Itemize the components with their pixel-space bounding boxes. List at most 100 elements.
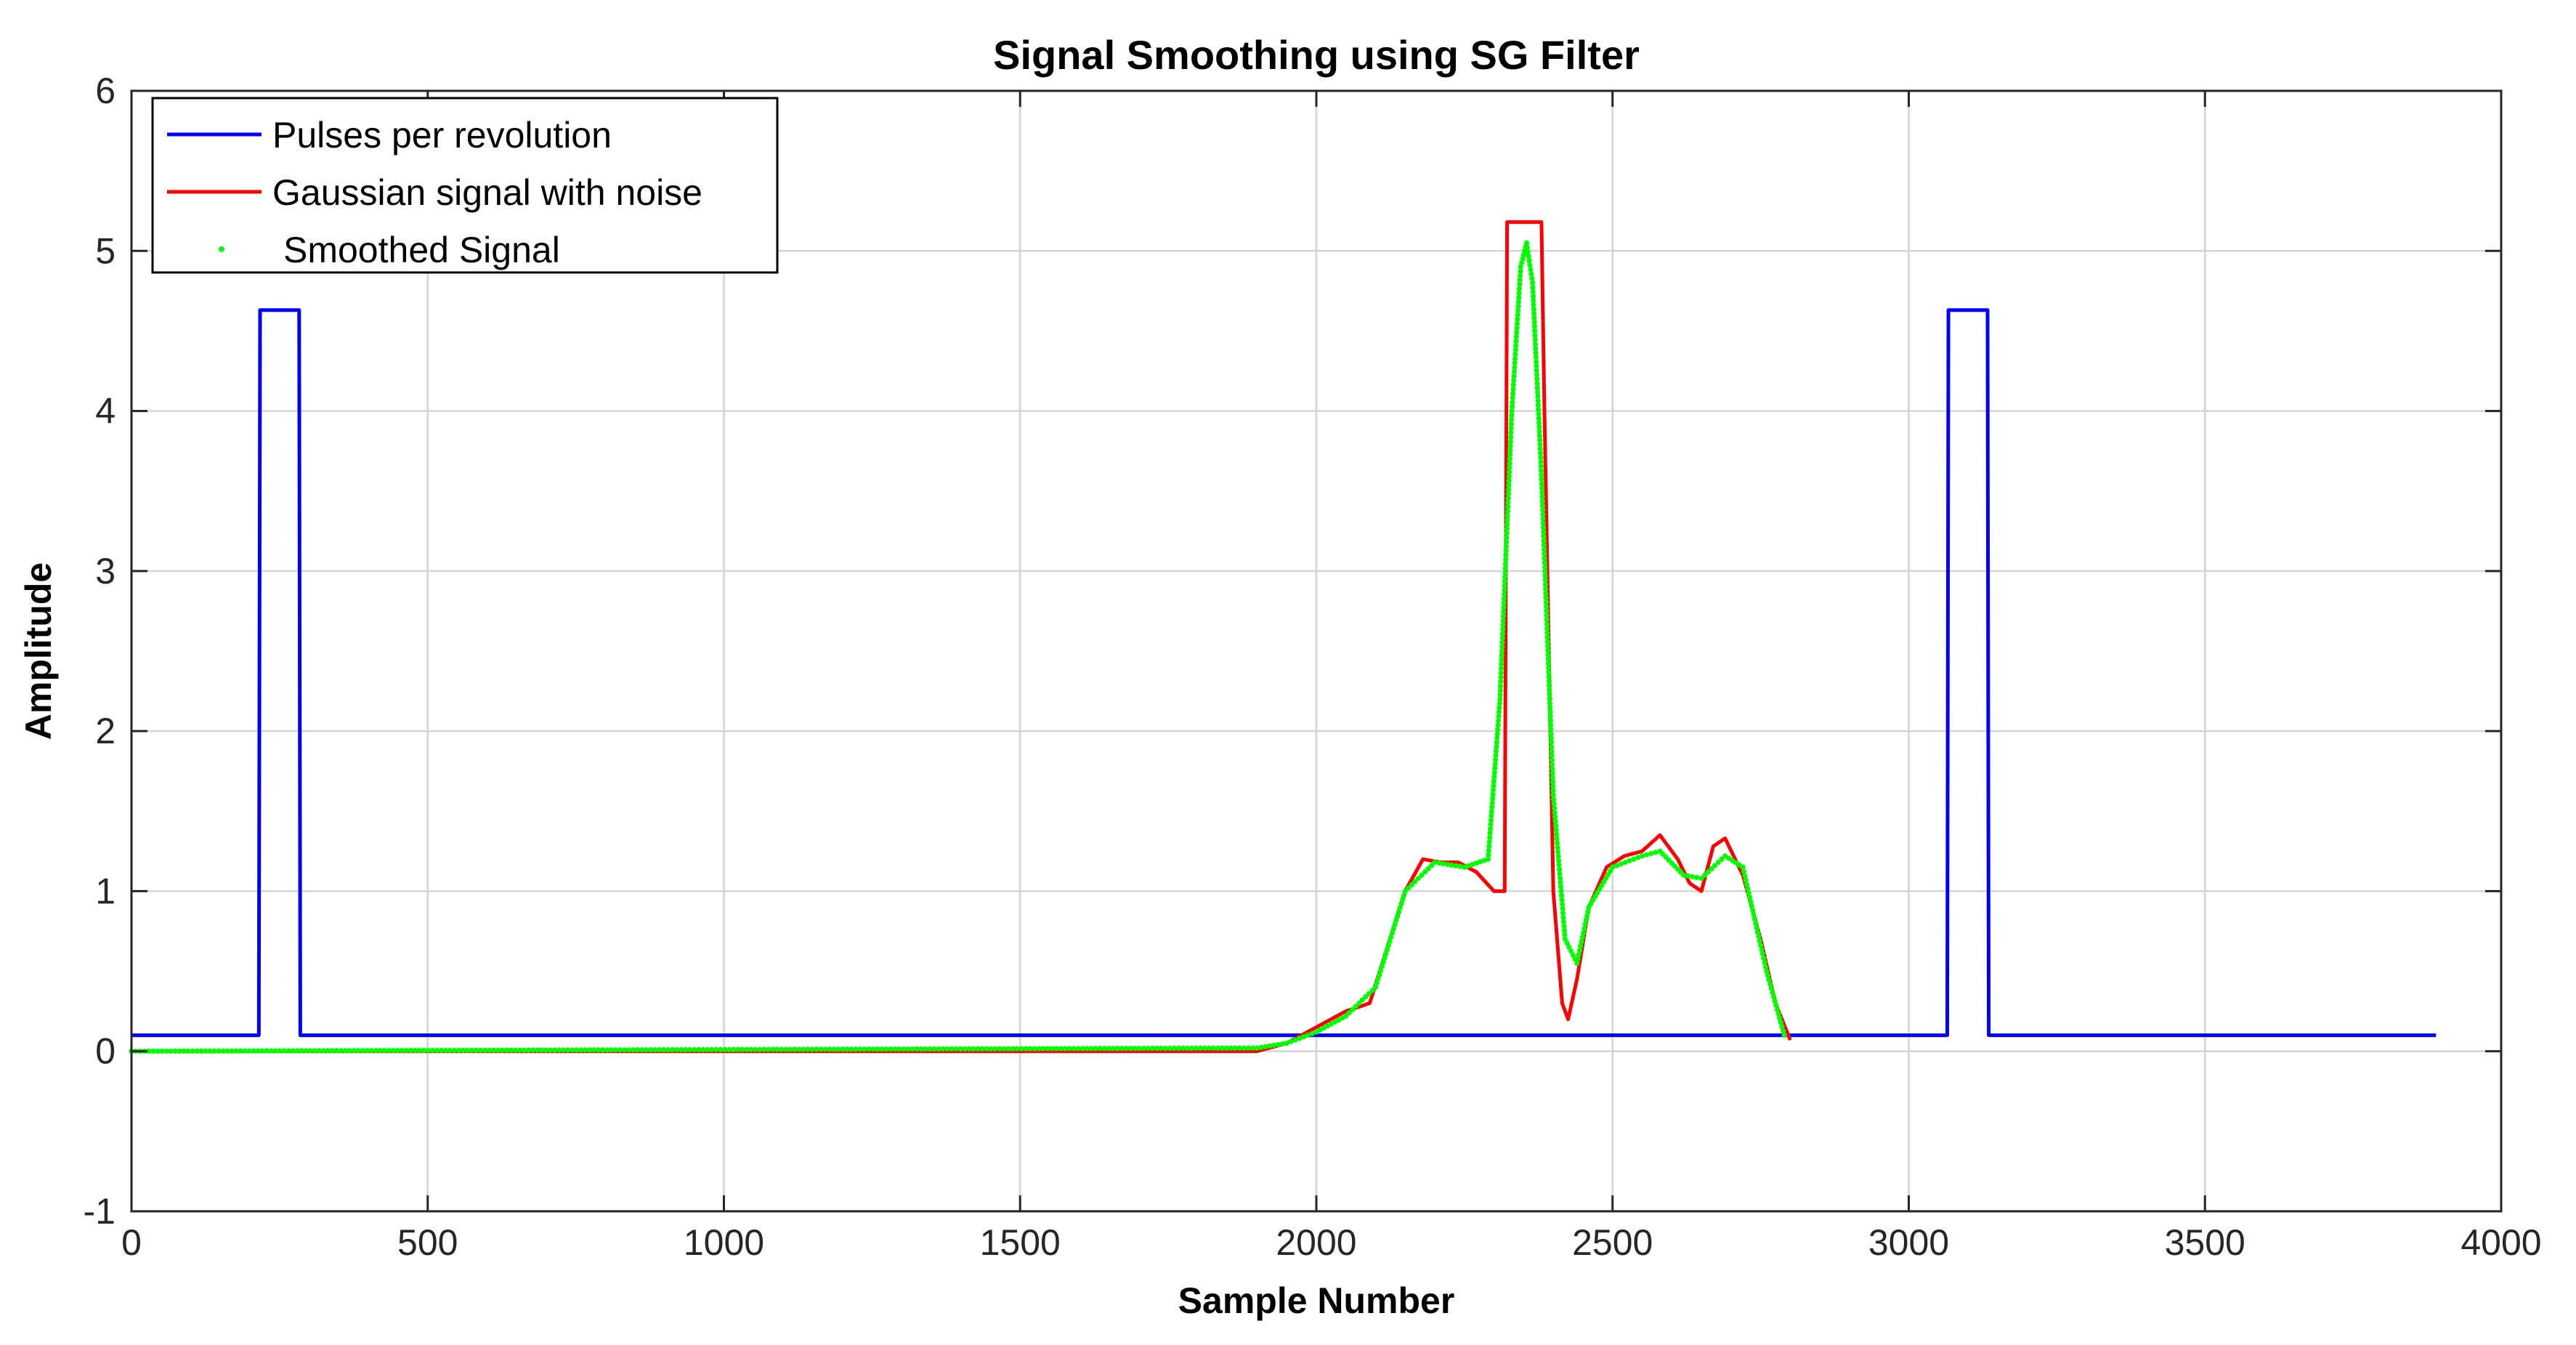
series-point [1541, 538, 1547, 544]
series-point [1499, 661, 1504, 667]
series-point [1511, 368, 1518, 375]
series-point [1541, 529, 1547, 535]
series-point [700, 1046, 706, 1053]
series-point [1631, 856, 1637, 862]
series-point [792, 1046, 798, 1052]
series-point [1530, 280, 1536, 286]
series-point [1489, 800, 1495, 806]
series-point [1390, 926, 1396, 932]
series-point [1492, 761, 1498, 767]
series-point [1531, 323, 1537, 329]
series-point [521, 1047, 527, 1053]
series-point [538, 1047, 545, 1053]
series-point [1544, 613, 1550, 618]
series-point [879, 1046, 885, 1052]
series-point [1535, 393, 1541, 400]
series-point [1536, 416, 1542, 421]
series-point [1481, 857, 1487, 863]
series-point [1560, 910, 1566, 916]
series-point [163, 1049, 169, 1054]
series-point [914, 1046, 920, 1052]
series-point [1510, 395, 1515, 401]
series-point [1508, 435, 1514, 440]
series-point [574, 1047, 580, 1053]
series-point [264, 1048, 270, 1054]
series-point [1547, 718, 1553, 724]
series-point [1709, 866, 1714, 872]
series-point [979, 1046, 985, 1051]
series-point [1542, 555, 1547, 562]
series-point [1505, 491, 1511, 497]
series-point [609, 1047, 615, 1053]
series-point [1547, 709, 1553, 715]
series-point [1110, 1046, 1116, 1051]
series-point [1743, 877, 1749, 883]
series-point [1542, 551, 1547, 557]
series-point [1577, 948, 1583, 953]
series-point [294, 1048, 300, 1054]
series-point [1489, 809, 1494, 815]
series-point [464, 1047, 471, 1053]
series-point [1505, 504, 1511, 510]
series-point [1511, 377, 1517, 384]
series-point [1154, 1046, 1159, 1051]
series-point [1535, 403, 1541, 408]
x-tick-label: 1000 [684, 1222, 764, 1263]
series-point [1552, 818, 1558, 824]
series-point [1492, 765, 1498, 771]
series-point [1504, 517, 1510, 523]
series-point [1539, 503, 1546, 509]
series-point [883, 1046, 889, 1052]
series-point [1058, 1046, 1064, 1051]
series-point [477, 1047, 484, 1053]
series-point [761, 1046, 767, 1052]
series-point [1498, 674, 1504, 680]
series-point [1547, 691, 1552, 698]
series-point [1236, 1045, 1242, 1051]
series-point [1271, 1042, 1277, 1049]
series-point [1512, 364, 1518, 371]
series-point [1197, 1045, 1203, 1051]
series-point [670, 1047, 676, 1053]
series-point [1499, 653, 1504, 658]
series-point [1562, 936, 1568, 942]
series-point [1245, 1045, 1251, 1051]
series-point [1530, 284, 1536, 290]
series-point [1537, 446, 1543, 452]
series-point [1162, 1046, 1168, 1051]
series-point [1528, 271, 1534, 277]
series-point [1505, 496, 1511, 501]
series-point [665, 1047, 671, 1053]
series-point [1535, 389, 1541, 395]
series-point [927, 1046, 933, 1052]
series-point [1517, 281, 1523, 287]
series-point [1445, 862, 1451, 868]
series-point [1744, 881, 1750, 887]
series-point [255, 1048, 261, 1054]
series-point [1184, 1046, 1190, 1051]
series-point [931, 1046, 937, 1052]
series-point [1550, 775, 1555, 780]
series-point [591, 1047, 597, 1053]
series-point [1757, 938, 1762, 944]
series-point [1541, 542, 1547, 548]
legend-box [151, 97, 779, 274]
series-point [1374, 980, 1380, 986]
series-point [1158, 1046, 1164, 1051]
series-point [1557, 871, 1563, 876]
series-point [277, 1048, 283, 1054]
series-point [1507, 443, 1513, 449]
series-point [1373, 985, 1379, 990]
series-point [1540, 507, 1546, 513]
series-point [992, 1046, 998, 1051]
series-point [1504, 509, 1510, 514]
series-point [399, 1048, 405, 1054]
series-point [434, 1047, 440, 1054]
series-point [1779, 1024, 1785, 1030]
series-point [1526, 258, 1532, 264]
series-point [1539, 468, 1544, 474]
series-point [1553, 827, 1559, 833]
series-point [1507, 439, 1513, 445]
series-point [1084, 1046, 1090, 1051]
series-point [347, 1048, 352, 1054]
